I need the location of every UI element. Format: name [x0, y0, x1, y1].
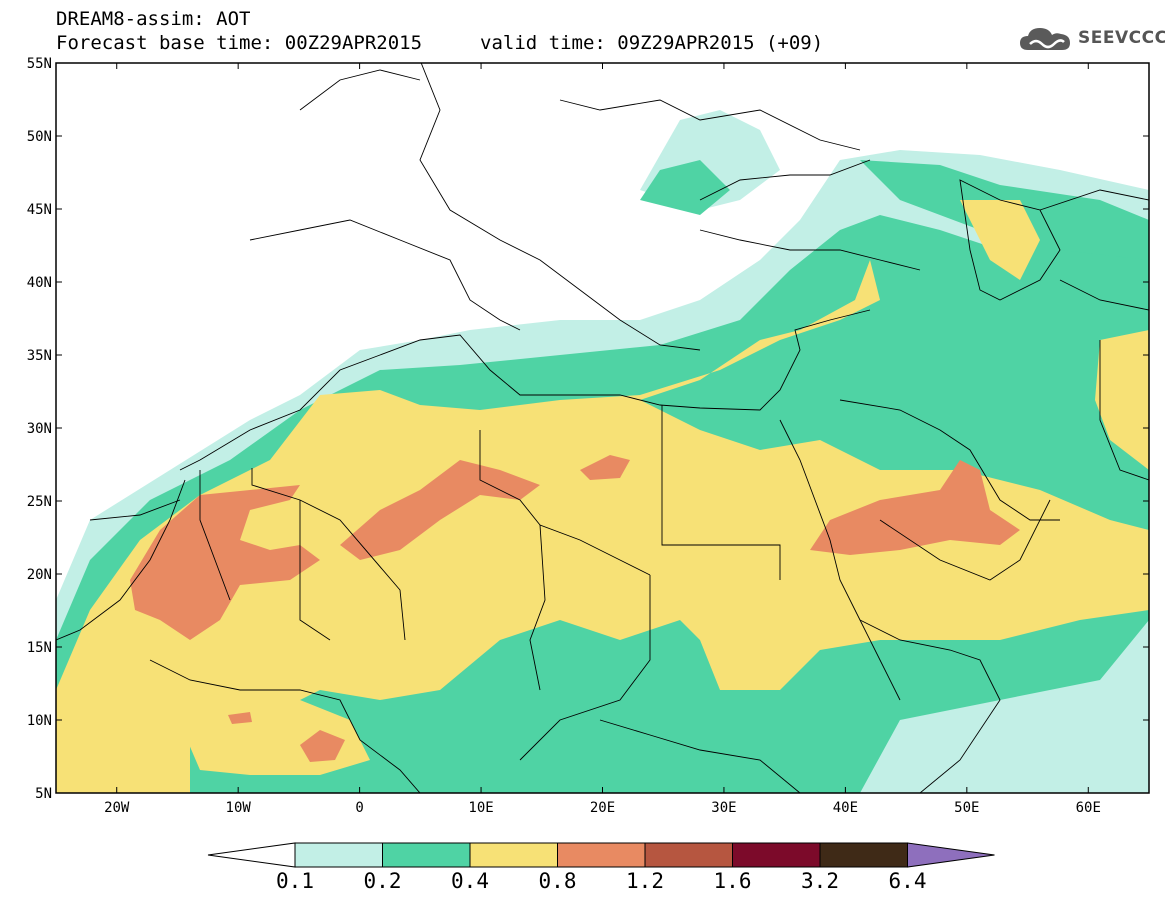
aot-band-0.8-arabia — [810, 460, 1020, 555]
lon-label: 10W — [226, 800, 252, 816]
lat-label: 35N — [27, 348, 52, 364]
lat-label: 5N — [35, 786, 52, 802]
aot-band-0.4 — [56, 260, 1149, 793]
lon-label: 20E — [590, 800, 615, 816]
aot-band-0.8-small — [228, 712, 252, 724]
lat-label: 50N — [27, 129, 52, 145]
cloud-icon — [1020, 28, 1070, 50]
aot-band-0.4-east — [1095, 330, 1149, 470]
colorbar-label: 0.8 — [539, 869, 577, 893]
colorbar-label: 6.4 — [889, 869, 927, 893]
latitude-axis: 55N 50N 45N 40N 35N 30N 25N 20N 15N 10N 5N — [27, 56, 1149, 802]
lon-label: 30E — [711, 800, 736, 816]
lon-label: 60E — [1076, 800, 1101, 816]
valid-time: valid time: 09Z29APR2015 (+09) — [480, 32, 824, 54]
longitude-axis: 20W 10W 0 10E 20E 30E 40E 50E 60E — [104, 63, 1101, 816]
forecast-base-time: Forecast base time: 00Z29APR2015 — [56, 32, 423, 54]
colorbar-label: 0.1 — [276, 869, 314, 893]
lat-label: 45N — [27, 202, 52, 218]
country-borders — [56, 63, 1149, 793]
colorbar-label: 0.4 — [451, 869, 489, 893]
colorbar-label: 3.2 — [801, 869, 839, 893]
lat-label: 55N — [27, 56, 52, 72]
aot-band-0.8-westafrica — [130, 485, 320, 640]
lat-label: 20N — [27, 567, 52, 583]
colorbar-segment — [382, 842, 471, 868]
lat-label: 15N — [27, 640, 52, 656]
colorbar-segment — [294, 842, 383, 868]
lat-label: 10N — [27, 713, 52, 729]
colorbar-segment — [819, 842, 908, 868]
aot-band-0.8-libya — [580, 455, 630, 480]
lon-label: 0 — [355, 800, 363, 816]
lat-label: 40N — [27, 275, 52, 291]
aot-field — [56, 63, 1149, 793]
colorbar-label: 1.2 — [626, 869, 664, 893]
lat-label: 30N — [27, 421, 52, 437]
colorbar-label: 1.6 — [714, 869, 752, 893]
colorbar: 0.1 0.2 0.4 0.8 1.2 1.6 3.2 6.4 — [207, 842, 995, 893]
colorbar-label: 0.2 — [364, 869, 402, 893]
logo-text: SEEVCCC — [1078, 28, 1165, 48]
aot-band-0.8-sahel — [300, 730, 345, 762]
lon-label: 50E — [954, 800, 979, 816]
lat-label: 25N — [27, 494, 52, 510]
aot-band-0.4-caspian — [960, 200, 1040, 280]
colorbar-segment — [469, 842, 558, 868]
map-title: DREAM8-assim: AOT — [56, 8, 251, 30]
lon-label: 40E — [833, 800, 858, 816]
lon-label: 10E — [468, 800, 493, 816]
colorbar-under-arrow — [207, 842, 296, 868]
colorbar-segment — [732, 842, 821, 868]
colorbar-over-arrow — [907, 842, 995, 868]
lon-label: 20W — [104, 800, 130, 816]
aot-band-0.2-north — [640, 160, 730, 215]
colorbar-segment — [644, 842, 733, 868]
seevccc-logo: SEEVCCC — [1018, 22, 1165, 58]
colorbar-segment — [557, 842, 646, 868]
